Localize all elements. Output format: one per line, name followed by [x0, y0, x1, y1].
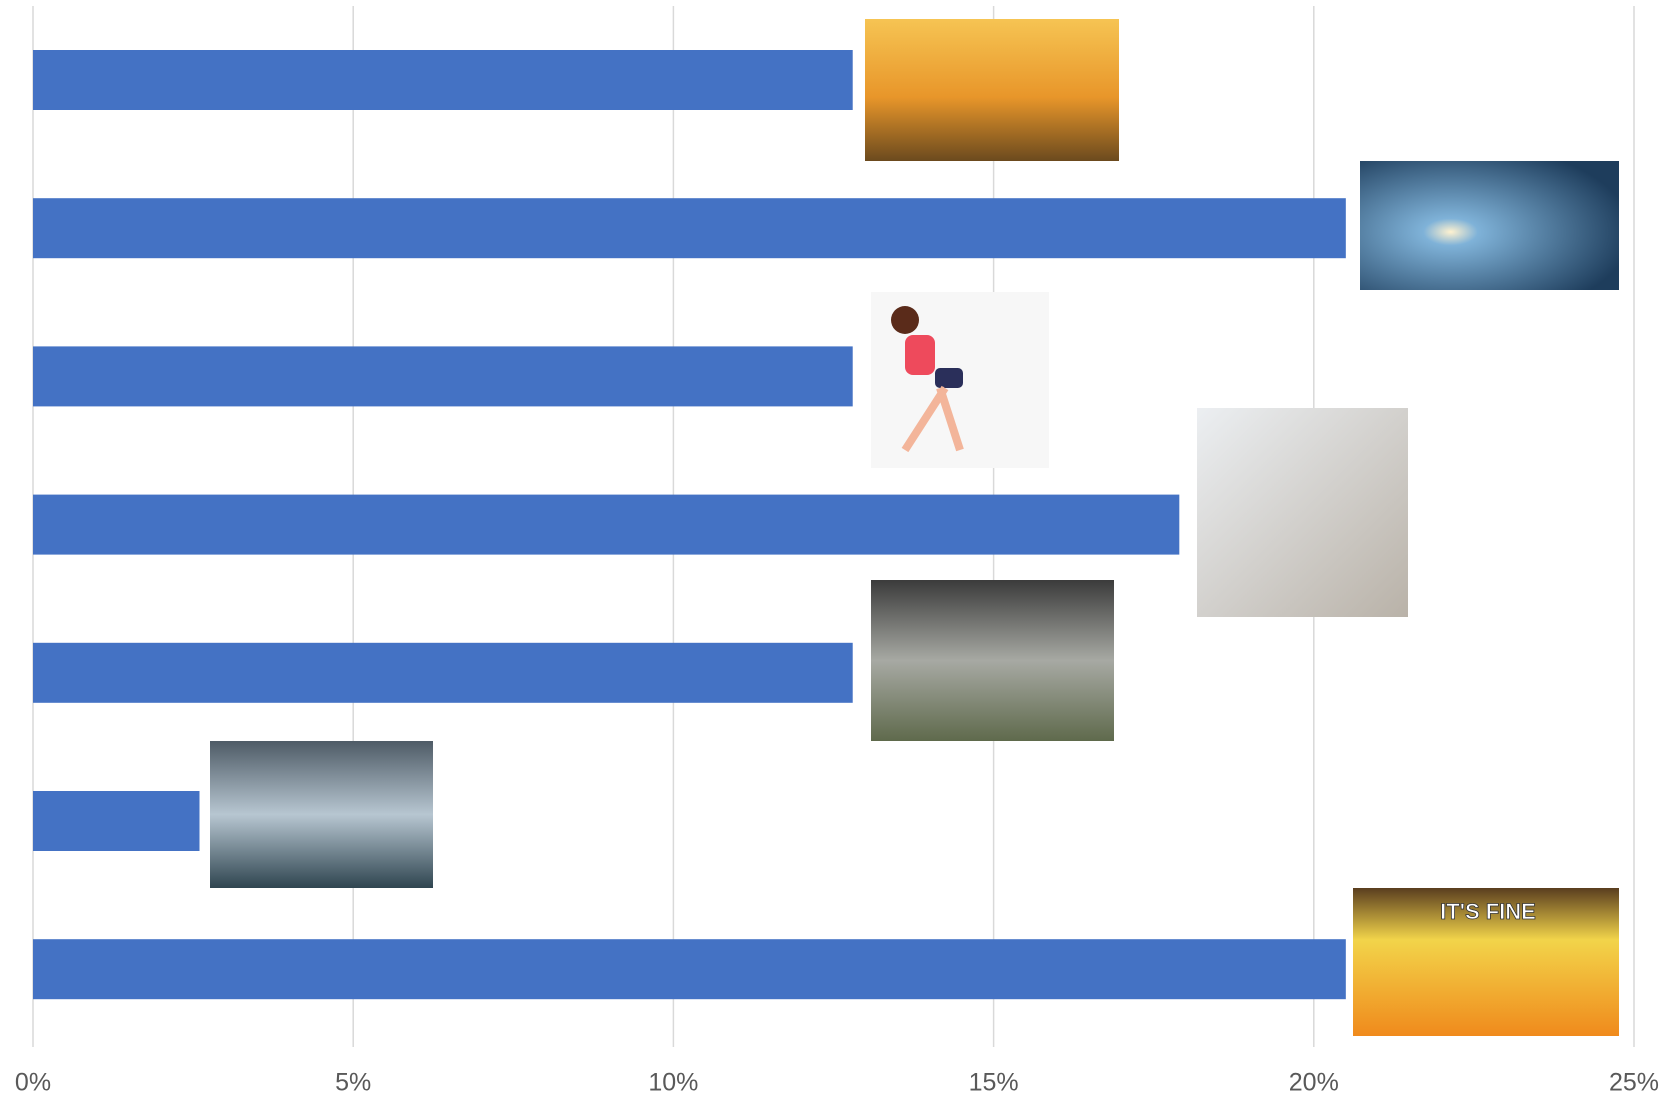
- image: [871, 292, 1049, 468]
- bar: [33, 642, 853, 703]
- x-tick-label: 5%: [335, 1069, 371, 1097]
- bar: [33, 198, 1346, 259]
- x-tick-label: 10%: [648, 1069, 698, 1097]
- image: [871, 580, 1114, 741]
- annotation: IT'S FINE: [1440, 899, 1536, 924]
- image: [1360, 161, 1619, 290]
- x-tick-label: 15%: [969, 1069, 1019, 1097]
- images: IT'S FINE: [210, 19, 1619, 1036]
- image: [210, 741, 433, 888]
- x-tick-label: 25%: [1609, 1069, 1659, 1097]
- image: [1197, 408, 1408, 617]
- image: [1353, 888, 1619, 1036]
- bar: [33, 494, 1180, 555]
- bar: [33, 939, 1346, 1000]
- bar: [33, 50, 853, 110]
- x-tick-label: 20%: [1289, 1069, 1339, 1097]
- x-axis: 0% 5% 10% 15% 20% 25%: [15, 1069, 1659, 1097]
- image: [865, 19, 1119, 161]
- x-tick-label: 0%: [15, 1069, 51, 1097]
- bar: [33, 346, 853, 407]
- bars: [33, 50, 1346, 1000]
- bar: [33, 791, 200, 851]
